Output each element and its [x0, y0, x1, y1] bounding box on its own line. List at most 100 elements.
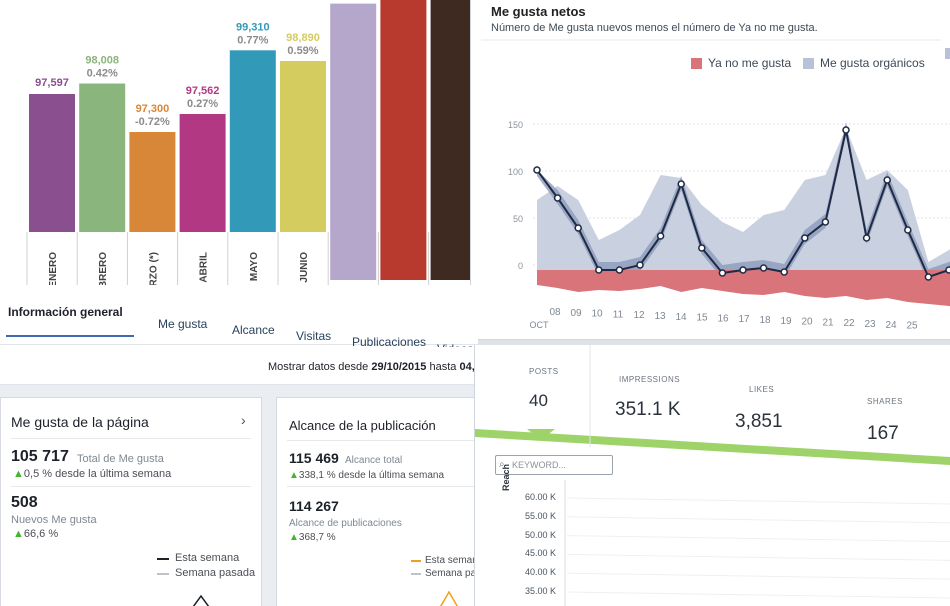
reach-y-tick-label: 60.00 K — [525, 492, 557, 502]
net-likes-point — [574, 224, 582, 232]
likes-mini-chart — [192, 594, 210, 606]
net-likes-point — [924, 273, 933, 281]
x-tick-label: 18 — [759, 315, 771, 326]
reach-gridline — [566, 591, 950, 599]
new-likes-change: ▲66,6 % — [13, 528, 58, 540]
tab-visits[interactable]: Visitas — [296, 329, 332, 343]
tab-overview[interactable]: Información general — [8, 305, 123, 319]
total-reach-label: Alcance total — [345, 455, 403, 466]
date-to: 04, — [459, 361, 475, 373]
stat-value-shares[interactable]: 167 — [867, 423, 899, 444]
bar-8 — [430, 0, 475, 280]
stat-value-likes[interactable]: 3,851 — [735, 411, 783, 432]
x-tick-label: 15 — [696, 313, 708, 324]
chevron-right-icon[interactable]: › — [241, 412, 246, 428]
reach-y-tick-label: 55.00 K — [525, 510, 557, 521]
this-week-legend: Esta seman — [425, 555, 478, 566]
net-likes-point — [595, 266, 603, 274]
page-likes-title: Me gusta de la página — [11, 414, 149, 430]
card-divider — [287, 440, 477, 441]
up-arrow-icon: ▲ — [289, 532, 299, 543]
net-likes-point — [656, 232, 665, 240]
bar-5 — [280, 61, 326, 232]
net-likes-point — [904, 226, 912, 234]
net-likes-point — [718, 269, 727, 277]
stat-value-impressions[interactable]: 351.1 K — [615, 399, 681, 420]
x-tick-label: 10 — [591, 309, 603, 320]
bar-base-1 — [79, 232, 126, 242]
category-label: MARZO (*) — [148, 252, 159, 300]
date-mid: hasta — [429, 361, 457, 373]
reach-y-tick-label: 45.00 K — [525, 548, 557, 559]
legend-swatch-partial — [945, 48, 950, 59]
tab-likes[interactable]: Me gusta — [158, 317, 208, 331]
up-arrow-icon: ▲ — [13, 528, 24, 540]
bar-value-label: 98,008 — [85, 55, 119, 67]
reach-gridline — [566, 553, 950, 561]
bar-6 — [330, 3, 377, 281]
net-likes-chart-svg: Ya no me gusta Me gusta orgánicos 150 100 50… — [481, 39, 950, 332]
x-tick-label: 23 — [864, 319, 876, 330]
x-tick-label: 17 — [738, 314, 750, 325]
net-likes-point — [739, 266, 747, 274]
bar-3 — [179, 114, 226, 232]
net-likes-point — [945, 266, 950, 274]
y-tick-label: 150 — [508, 120, 523, 130]
bar-value-label: 98,890 — [286, 32, 320, 44]
net-likes-panel: Ya no me gusta Me gusta orgánicos 150 100 50… — [470, 0, 950, 340]
active-stat-pointer — [527, 429, 555, 440]
unlikes-area — [537, 270, 950, 307]
total-likes-change-value: 0,5 % — [23, 468, 53, 480]
legend-label: Me gusta orgánicos — [820, 56, 925, 70]
stat-label-posts: POSTS — [529, 367, 559, 376]
chart-legend: Ya no me gusta Me gusta orgánicos — [691, 48, 950, 70]
accent-band — [475, 429, 950, 465]
y-tick-label: 100 — [508, 167, 523, 177]
x-tick-label: 14 — [675, 312, 687, 323]
bar-base-0 — [29, 232, 75, 242]
active-tab-indicator — [6, 335, 134, 337]
bar-value-label: 97,562 — [186, 85, 220, 97]
keyword-search-input[interactable]: ⌕ KEYWORD... — [495, 455, 613, 475]
bar-pct-label: 0.42% — [87, 68, 118, 80]
this-week-legend-swatch — [411, 560, 421, 562]
tab-reach[interactable]: Alcance — [232, 323, 275, 337]
bar-base-5 — [280, 232, 326, 242]
bar-value-label: 97,300 — [136, 103, 170, 115]
x-tick-label: 09 — [570, 308, 582, 319]
reach-gridline — [566, 497, 950, 505]
bar-7 — [380, 0, 427, 280]
stat-label-impressions: IMPRESSIONS — [619, 375, 681, 384]
net-likes-point — [862, 234, 871, 242]
stat-label-likes: LIKES — [749, 385, 775, 394]
bar-base-4 — [229, 232, 276, 242]
insights-tab-bar: Información general Me gusta Alcance Vis… — [0, 285, 478, 356]
reach-gridline — [566, 516, 950, 524]
last-week-legend: Semana pasada — [175, 567, 256, 579]
card-divider — [11, 486, 251, 487]
legend-swatch — [803, 58, 814, 69]
bar-pct-label: 0.59% — [287, 45, 318, 57]
this-week-legend-swatch — [157, 558, 169, 560]
reach-y-tick-label: 50.00 K — [525, 529, 557, 540]
total-likes-change-label: desde la última semana — [55, 468, 172, 480]
new-likes-change-value: 66,6 % — [23, 528, 59, 540]
bar-base-3 — [179, 232, 226, 242]
new-likes-label: Nuevos Me gusta — [11, 514, 97, 526]
total-reach-value: 115 469 — [289, 450, 339, 466]
net-likes-point — [780, 268, 788, 276]
date-range-text[interactable]: Mostrar datos desde 29/10/2015 hasta 04, — [268, 361, 475, 373]
tab-posts[interactable]: Publicaciones — [352, 335, 427, 349]
x-tick-label: 22 — [843, 318, 855, 329]
reach-axis-label: Reach — [501, 463, 511, 491]
net-likes-point — [553, 194, 562, 202]
last-week-legend-swatch — [411, 573, 421, 575]
reach-gridline — [566, 572, 950, 580]
organic-likes-area — [537, 128, 950, 270]
stat-value-posts[interactable]: 40 — [529, 391, 548, 410]
insights-cards-area: Me gusta de la página › 105 717 Total de… — [0, 385, 478, 606]
y-tick-label: 50 — [513, 214, 523, 224]
post-reach-change: ▲368,7 % — [289, 532, 336, 543]
date-prefix: Mostrar datos desde — [268, 361, 369, 373]
